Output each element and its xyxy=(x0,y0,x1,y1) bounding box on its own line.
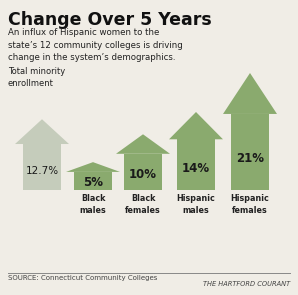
Text: Hispanic
males: Hispanic males xyxy=(177,194,215,215)
Polygon shape xyxy=(15,119,69,144)
Polygon shape xyxy=(116,134,170,154)
Polygon shape xyxy=(169,112,223,139)
Bar xyxy=(231,114,269,190)
Text: 12.7%: 12.7% xyxy=(25,166,59,176)
Text: 21%: 21% xyxy=(236,152,264,165)
Text: SOURCE: Connecticut Community Colleges: SOURCE: Connecticut Community Colleges xyxy=(8,275,157,281)
Text: Change Over 5 Years: Change Over 5 Years xyxy=(8,11,212,29)
Text: 5%: 5% xyxy=(83,176,103,189)
Polygon shape xyxy=(223,73,277,114)
Text: Total minority
enrollment: Total minority enrollment xyxy=(8,67,65,88)
Text: Black
males: Black males xyxy=(80,194,106,215)
Text: An influx of Hispanic women to the
state’s 12 community colleges is driving
chan: An influx of Hispanic women to the state… xyxy=(8,28,183,62)
Text: 10%: 10% xyxy=(129,168,157,181)
Text: 14%: 14% xyxy=(182,162,210,175)
Bar xyxy=(23,144,61,190)
Bar xyxy=(124,154,162,190)
Bar xyxy=(177,139,215,190)
Text: Hispanic
females: Hispanic females xyxy=(231,194,269,215)
Text: THE HARTFORD COURANT: THE HARTFORD COURANT xyxy=(203,281,290,287)
Polygon shape xyxy=(66,162,120,172)
Text: Black
females: Black females xyxy=(125,194,161,215)
Bar xyxy=(74,172,112,190)
